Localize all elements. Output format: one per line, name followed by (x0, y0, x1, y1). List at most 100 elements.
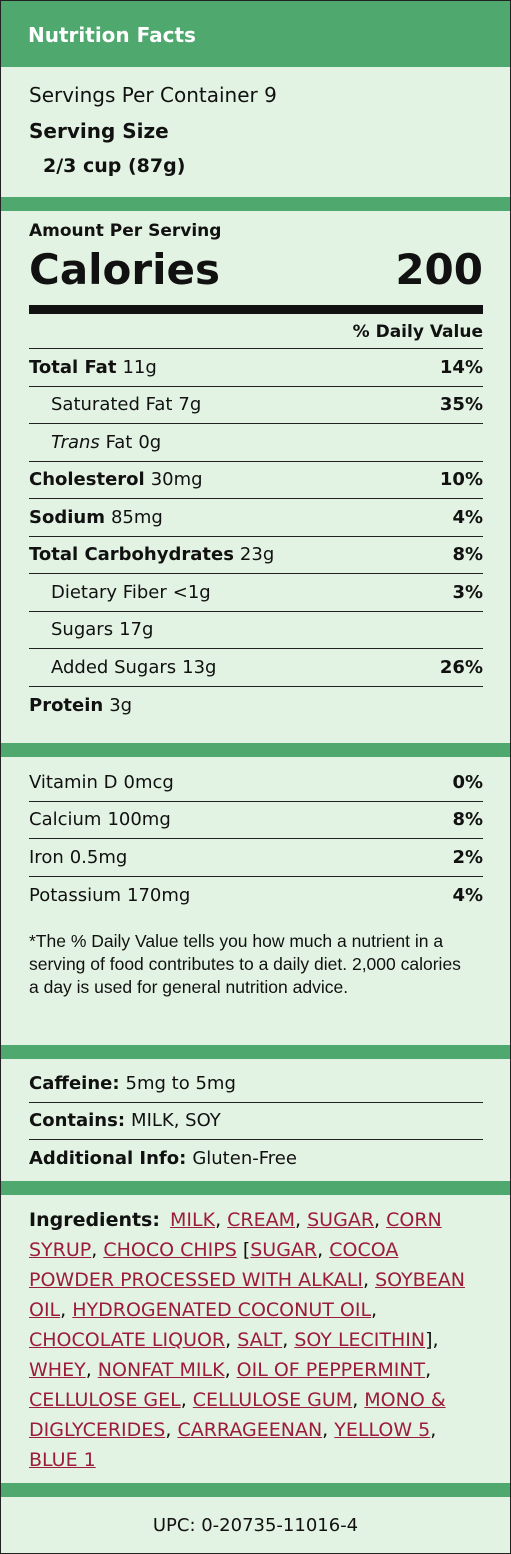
value: 9 (264, 83, 277, 107)
ingredients-list: MILK, CREAM, SUGAR, CORN SYRUP, CHOCO CH… (29, 1209, 465, 1471)
info-value: 5mg to 5mg (125, 1072, 236, 1094)
calories-label: Calories (29, 245, 221, 294)
nutrient-amount: 17g (119, 619, 154, 641)
nutrient-name: Sodium (29, 506, 105, 528)
separator-text: [ (236, 1239, 251, 1261)
nutrient: Saturated Fat 7g (51, 394, 201, 415)
daily-value: 14% (439, 356, 483, 378)
separator-text: , (60, 1299, 73, 1321)
separator-text: , (362, 1269, 376, 1291)
ingredient-link[interactable]: MONO & DIGLYCERIDES (29, 1389, 446, 1441)
ingredient-link[interactable]: YELLOW 5 (334, 1419, 431, 1441)
nutrient-amount: 0g (138, 431, 162, 453)
daily-value: 2% (452, 846, 483, 868)
ingredient-link[interactable]: OIL OF PEPPERMINT (236, 1359, 426, 1381)
ingredients-label: Ingredients: (29, 1209, 160, 1231)
nutrient-name: Added Sugars (51, 656, 177, 678)
nutrient-row: Protein 3g (29, 687, 483, 725)
info-value: Gluten-Free (192, 1148, 297, 1170)
separator-text: , (225, 1329, 238, 1351)
ingredient-link[interactable]: CELLULOSE GUM (192, 1389, 353, 1411)
ingredient-link[interactable]: SOY LECITHIN (294, 1329, 426, 1351)
ingredient-link[interactable]: SUGAR (307, 1209, 375, 1231)
info-value: MILK, SOY (131, 1110, 221, 1132)
daily-value: 26% (439, 656, 483, 678)
nutrient-name: Calcium (29, 809, 102, 831)
nutrient-amount: 0.5mg (69, 846, 128, 868)
separator-text: , (215, 1209, 228, 1231)
separator-text: ], (425, 1329, 439, 1351)
nutrient-row: Saturated Fat 7g 35% (29, 387, 483, 424)
serving-size: 2/3 cup (87g) (43, 155, 186, 177)
nutrient-name: Total Carbohydrates (29, 544, 234, 566)
nutrient: Vitamin D 0mcg (29, 772, 174, 793)
separator-text: , (430, 1419, 437, 1441)
nutrient-amount: 3g (109, 694, 133, 716)
nutrient-amount: 30mg (150, 469, 203, 491)
ingredient-link[interactable]: CHOCOLATE LIQUOR (29, 1329, 226, 1351)
daily-value-header: % Daily Value (29, 314, 483, 349)
serving-size-label: Serving Size (29, 119, 169, 143)
ingredient-link[interactable]: CELLULOSE GEL (29, 1389, 181, 1411)
separator-text: , (425, 1359, 432, 1381)
daily-value: 35% (439, 394, 483, 416)
ingredient-link[interactable]: HYDROGENATED COCONUT OIL (72, 1299, 372, 1321)
nutrient-amount: <1g (172, 581, 211, 603)
ingredient-link[interactable]: CARRAGEENAN (177, 1419, 323, 1441)
info-row: Contains: MILK, SOY (29, 1103, 483, 1140)
ingredient-link[interactable]: BLUE 1 (29, 1449, 96, 1471)
vitamins-section: Vitamin D 0mcg 0% Calcium 100mg 8% Iron 0.5mg 2%… (1, 757, 510, 1045)
nutrient-row: Trans Fat 0g (29, 424, 483, 462)
ingredient-link[interactable]: NONFAT MILK (97, 1359, 225, 1381)
separator-text: , (91, 1239, 104, 1261)
nutrient: Iron 0.5mg (29, 847, 127, 868)
nutrient: Total Carbohydrates 23g (29, 544, 274, 565)
separator (1, 743, 510, 757)
nutrient-name: Fat (105, 431, 133, 453)
nutrient: Sodium 85mg (29, 507, 163, 528)
ingredient-link[interactable]: WHEY (29, 1359, 86, 1381)
separator (1, 1181, 510, 1195)
ingredient-link[interactable]: SALT (237, 1329, 283, 1351)
nutrient-row: Dietary Fiber <1g 3% (29, 574, 483, 612)
servings-per-container: Servings Per Container 9 (29, 83, 483, 119)
ingredient-link[interactable]: SOYBEAN OIL (29, 1269, 465, 1321)
nutrient-row: Cholesterol 30mg 10% (29, 462, 483, 499)
nutrient-amount: 13g (182, 656, 217, 678)
separator-text: , (322, 1419, 335, 1441)
nutrient: Trans Fat 0g (51, 432, 161, 453)
nutrient-prefix: Trans (51, 431, 100, 453)
nutrient-row: Sodium 85mg 4% (29, 499, 483, 537)
daily-value: 4% (452, 884, 483, 906)
amount-heading: Amount Per Serving (29, 221, 222, 241)
nutrient: Added Sugars 13g (51, 657, 216, 678)
ingredient-link[interactable]: SUGAR (250, 1239, 318, 1261)
footnote: *The % Daily Value tells you how much a … (29, 931, 461, 997)
ingredient-link[interactable]: COCOA POWDER PROCESSED WITH ALKALI (29, 1239, 399, 1291)
nutrient-name: Potassium (29, 884, 122, 906)
ingredient-link[interactable]: CHOCO CHIPS (103, 1239, 237, 1261)
separator (1, 197, 510, 211)
nutrient-amount: 100mg (107, 809, 171, 831)
nutrient-rows: Total Fat 11g 14% Saturated Fat 7g 35% Trans F… (29, 349, 483, 724)
nutrient-name: Sugars (51, 619, 114, 641)
nutrient-name: Dietary Fiber (51, 581, 167, 603)
nutrient-amount: 170mg (127, 884, 191, 906)
nutrient: Potassium 170mg (29, 885, 190, 906)
separator-text: , (224, 1359, 237, 1381)
daily-value: 10% (439, 469, 483, 491)
separator-text: , (352, 1389, 365, 1411)
nutrients-section: Amount Per Serving Calories 200 % Daily … (1, 211, 510, 743)
separator (1, 1483, 510, 1497)
info-label: Contains: (29, 1110, 126, 1132)
nutrient-amount: 85mg (110, 506, 163, 528)
nutrient: Total Fat 11g (29, 357, 157, 378)
nutrient: Cholesterol 30mg (29, 469, 203, 490)
info-row: Caffeine: 5mg to 5mg (29, 1065, 483, 1103)
nutrient-name: Vitamin D (29, 771, 118, 793)
ingredient-link[interactable]: CORN SYRUP (29, 1209, 442, 1261)
ingredient-link[interactable]: CREAM (227, 1209, 296, 1231)
nutrient: Sugars 17g (51, 619, 153, 640)
ingredient-link[interactable]: MILK (170, 1209, 216, 1231)
nutrient: Dietary Fiber <1g (51, 582, 211, 603)
